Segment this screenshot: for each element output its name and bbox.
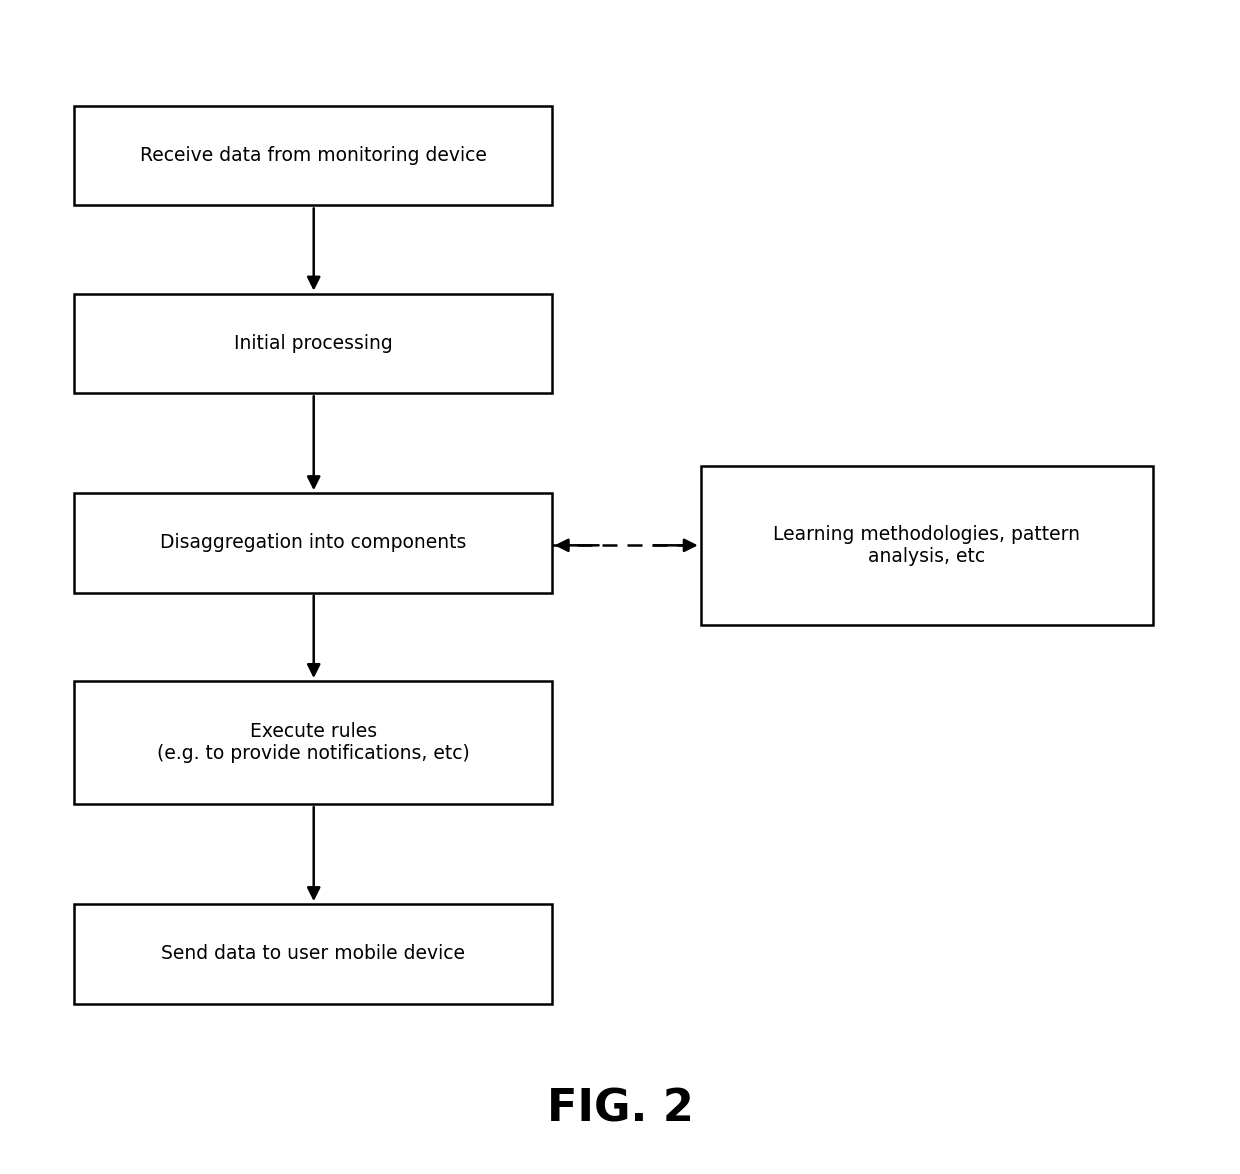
FancyBboxPatch shape xyxy=(74,904,552,1004)
Text: Execute rules
(e.g. to provide notifications, etc): Execute rules (e.g. to provide notificat… xyxy=(156,722,470,763)
Text: Send data to user mobile device: Send data to user mobile device xyxy=(161,944,465,964)
Text: Initial processing: Initial processing xyxy=(233,333,393,353)
FancyBboxPatch shape xyxy=(74,493,552,593)
FancyBboxPatch shape xyxy=(701,466,1153,625)
Text: Receive data from monitoring device: Receive data from monitoring device xyxy=(140,146,486,166)
Text: FIG. 2: FIG. 2 xyxy=(547,1088,693,1131)
FancyBboxPatch shape xyxy=(74,681,552,804)
FancyBboxPatch shape xyxy=(74,106,552,205)
FancyBboxPatch shape xyxy=(74,294,552,393)
Text: Disaggregation into components: Disaggregation into components xyxy=(160,533,466,553)
Text: Learning methodologies, pattern
analysis, etc: Learning methodologies, pattern analysis… xyxy=(774,525,1080,566)
